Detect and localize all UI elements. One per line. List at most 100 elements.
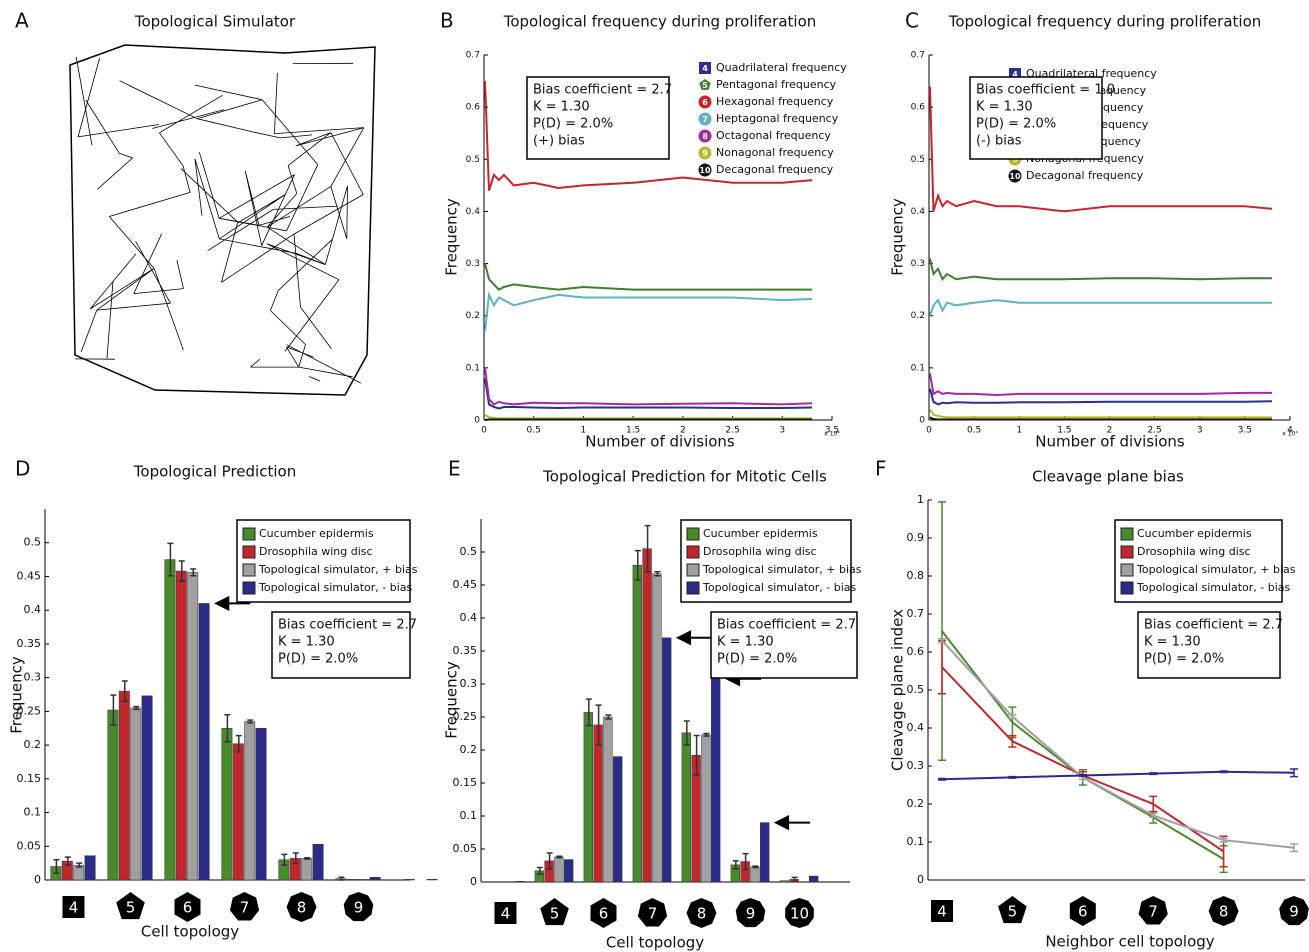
error-bar xyxy=(1008,734,1017,748)
error-bar xyxy=(110,694,117,726)
legend-swatch xyxy=(242,545,256,559)
y-tick-label: 0 xyxy=(470,875,477,888)
y-tick-label: 0.4 xyxy=(24,603,42,616)
x-axis-label: Number of divisions xyxy=(1035,433,1185,451)
y-tick-label: 0.15 xyxy=(17,772,42,785)
error-bar xyxy=(732,860,739,870)
legend-swatch xyxy=(1120,563,1134,577)
category-badge xyxy=(931,900,953,922)
legend-badge: 5 xyxy=(702,81,708,90)
series-line xyxy=(484,291,813,332)
category-badge xyxy=(785,898,814,928)
bar xyxy=(554,856,564,883)
y-tick-label: 0.9 xyxy=(907,531,925,544)
bar xyxy=(198,603,210,881)
error-bar xyxy=(167,542,174,577)
annotation-text: K = 1.30 xyxy=(1144,635,1201,650)
legend-badge: 10 xyxy=(1009,172,1021,181)
error-bar xyxy=(634,549,641,581)
bar xyxy=(809,875,819,883)
y-tick-label: 0.45 xyxy=(17,569,42,582)
y-axis-label: Frequency xyxy=(8,656,26,734)
category-badge xyxy=(998,896,1027,924)
y-tick-label: 0.1 xyxy=(907,835,925,848)
error-bar xyxy=(938,777,946,781)
x-tick-label: 9 xyxy=(1289,903,1299,921)
error-bar xyxy=(247,719,254,724)
bar xyxy=(564,859,574,883)
legend-badge: 9 xyxy=(702,149,708,158)
error-bar xyxy=(703,732,710,737)
series-line xyxy=(484,367,813,406)
x-tick-label: 5 xyxy=(126,899,136,917)
category-badge xyxy=(686,898,717,928)
x-multiplier: x 10⁴ xyxy=(1282,431,1298,438)
legend-label: Topological simulator, + bias xyxy=(258,563,418,576)
legend-badge: 6 xyxy=(702,98,708,107)
series-line xyxy=(929,409,1272,419)
series-line xyxy=(484,263,813,291)
x-tick-label: 5 xyxy=(1008,903,1018,921)
legend-icon xyxy=(699,62,711,74)
error-bar xyxy=(938,637,946,644)
legend-swatch xyxy=(686,563,700,577)
series-line xyxy=(484,81,813,191)
error-bar xyxy=(644,524,651,573)
legend-label: Topological simulator, + bias xyxy=(702,563,862,576)
x-tick-label: 7 xyxy=(648,905,658,923)
y-tick-label: 0.1 xyxy=(460,809,478,822)
legend-swatch xyxy=(242,527,256,541)
x-tick-label: 3 xyxy=(1197,426,1203,436)
y-tick-label: 0.1 xyxy=(911,363,925,373)
annotation-text: P(D) = 2.0% xyxy=(533,117,613,132)
y-tick-label: 0 xyxy=(919,416,925,426)
y-tick-label: 0.6 xyxy=(911,103,926,113)
legend-label: Topological simulator, + bias xyxy=(1136,563,1296,576)
y-tick-label: 0.6 xyxy=(466,103,481,113)
bar xyxy=(403,879,415,881)
series-line xyxy=(928,86,1273,213)
annotation-text: K = 1.30 xyxy=(717,635,774,650)
panel-letter: D xyxy=(15,457,30,481)
y-tick-label: 0.25 xyxy=(17,704,42,717)
x-tick-label: 1.5 xyxy=(626,426,640,436)
bar xyxy=(681,732,691,883)
series-line xyxy=(941,666,1225,853)
error-bar xyxy=(605,714,612,720)
annotation-box xyxy=(969,76,1103,160)
y-tick-label: 0.7 xyxy=(911,51,925,61)
x-tick-label: 7 xyxy=(1148,903,1158,921)
annotation-box xyxy=(271,611,411,679)
bar xyxy=(358,879,370,881)
x-tick-label: 7 xyxy=(240,899,250,917)
series-line xyxy=(929,416,1272,421)
legend-label: Topological simulator, - bias xyxy=(702,581,857,594)
legend-label: Topological simulator, - bias xyxy=(1136,581,1291,594)
legend-icon xyxy=(698,163,712,177)
error-bar xyxy=(693,734,700,776)
x-tick-label: 4 xyxy=(1287,426,1293,436)
error-bar xyxy=(292,852,299,865)
annotation-text: Bias coefficient = 2.7 xyxy=(1144,618,1283,633)
category-badge xyxy=(286,892,317,922)
x-tick-label: 9 xyxy=(746,905,756,923)
bar xyxy=(426,879,438,881)
mesh-lines xyxy=(74,56,365,384)
chart-title: Cleavage plane bias xyxy=(1032,468,1184,486)
legend-badge: 4 xyxy=(702,64,708,73)
error-bar xyxy=(178,560,185,582)
error-bar xyxy=(235,734,242,753)
y-axis-label: Frequency xyxy=(443,661,461,739)
legend-swatch xyxy=(686,545,700,559)
series-line xyxy=(484,413,813,420)
x-tick-label: 2 xyxy=(1107,426,1113,436)
category-badge xyxy=(540,898,569,926)
error-bar xyxy=(76,862,83,868)
bar xyxy=(164,559,176,881)
x-multiplier: x 10⁴ xyxy=(824,431,840,438)
y-tick-label: 0.25 xyxy=(453,710,478,723)
error-bar xyxy=(338,876,345,881)
y-tick-label: 0 xyxy=(917,873,924,886)
x-tick-label: 4 xyxy=(69,899,79,917)
x-tick-label: 8 xyxy=(697,905,707,923)
